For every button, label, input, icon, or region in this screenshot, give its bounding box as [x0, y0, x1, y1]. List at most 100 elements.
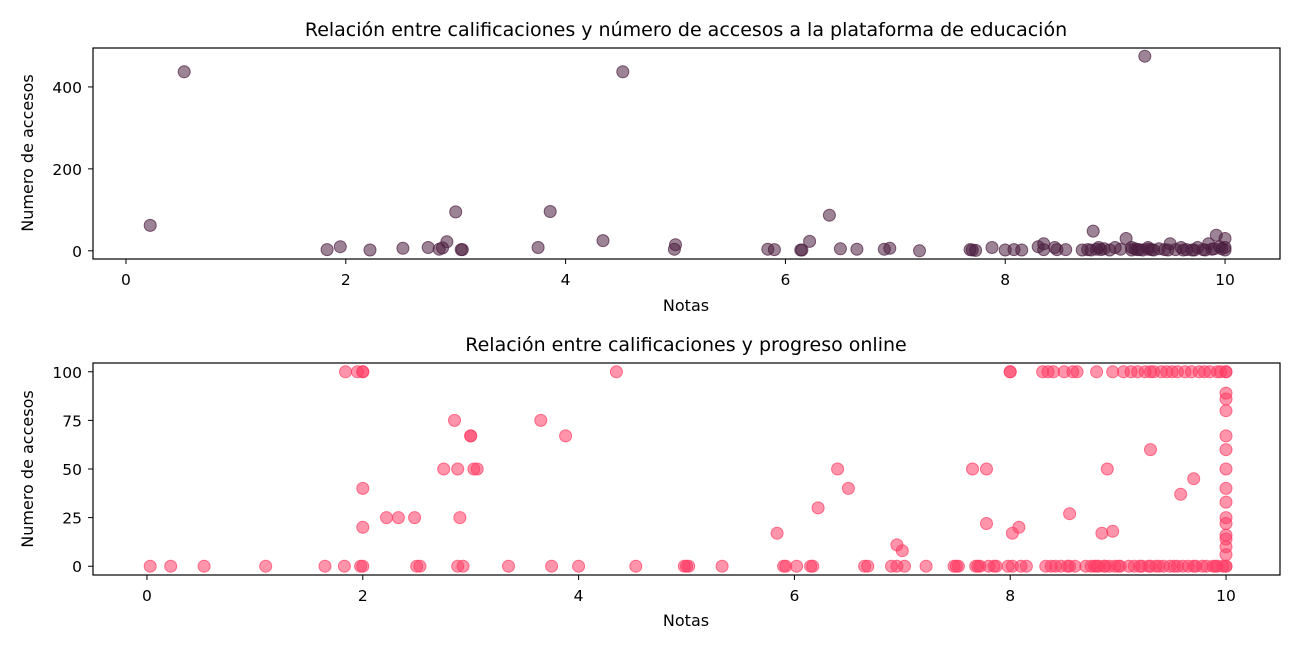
data-point: [616, 65, 630, 79]
data-point: [1219, 462, 1233, 476]
data-point: [356, 520, 370, 534]
data-point: [1219, 404, 1233, 418]
data-point: [1219, 443, 1233, 457]
y-tick-label: 50: [62, 461, 82, 479]
data-point: [451, 462, 465, 476]
data-point: [806, 559, 820, 573]
data-point: [822, 208, 836, 222]
data-point: [980, 462, 993, 476]
y-tick-label: 0: [72, 558, 82, 576]
data-point: [682, 559, 696, 573]
data-point: [1012, 520, 1026, 534]
data-point: [1095, 526, 1109, 540]
data-point: [1015, 243, 1029, 257]
data-point: [1138, 49, 1152, 63]
data-point: [545, 559, 559, 573]
data-point: [715, 559, 729, 573]
y-tick-label: 200: [52, 161, 82, 179]
data-point: [1090, 365, 1104, 379]
data-point: [1070, 365, 1084, 379]
data-point: [455, 243, 469, 257]
data-point: [502, 559, 515, 573]
x-tick-label: 0: [142, 587, 152, 605]
data-point: [803, 234, 817, 248]
data-point: [318, 559, 332, 573]
data-point: [669, 238, 682, 252]
data-point: [969, 243, 983, 257]
data-point: [421, 241, 435, 254]
data-point: [1219, 559, 1233, 573]
data-point: [989, 559, 1003, 573]
data-point: [437, 462, 451, 476]
data-point: [456, 559, 470, 573]
plot-frame: [92, 47, 1281, 260]
data-point: [898, 559, 911, 573]
data-point: [790, 559, 804, 573]
data-point: [1219, 532, 1233, 546]
data-point: [531, 241, 545, 254]
x-axis-ticks: 0 2 4 6 8 10: [142, 575, 1236, 605]
data-point: [453, 511, 467, 525]
data-point: [795, 243, 809, 257]
data-point: [1187, 472, 1201, 486]
data-point: [779, 559, 793, 573]
data-point: [609, 365, 623, 379]
x-tick-label: 6: [780, 271, 790, 289]
chart-title: Relación entre calificaciones y progreso…: [465, 334, 906, 356]
data-point: [363, 243, 377, 257]
data-point: [534, 413, 548, 427]
x-tick-label: 10: [1216, 587, 1236, 605]
y-tick-label: 400: [52, 79, 82, 97]
data-point: [356, 559, 370, 573]
x-tick-label: 6: [789, 587, 799, 605]
y-axis-ticks: 0 25 50 75 100: [52, 364, 93, 576]
data-point: [913, 244, 926, 258]
data-point: [1086, 224, 1100, 238]
y-tick-label: 0: [72, 243, 82, 261]
data-point: [919, 559, 933, 573]
data-point: [448, 413, 461, 427]
data-point: [1019, 559, 1033, 573]
y-axis-label: Numero de accesos: [18, 74, 37, 231]
data-point: [629, 559, 643, 573]
data-point: [164, 559, 178, 573]
data-point: [1106, 524, 1120, 538]
data-point: [1063, 507, 1077, 521]
x-tick-label: 10: [1215, 271, 1235, 289]
data-point: [1174, 487, 1188, 501]
data-point: [333, 240, 347, 254]
progress-scatter-chart: Relación entre calificaciones y progreso…: [18, 334, 1281, 630]
data-point: [1219, 429, 1233, 443]
data-point: [197, 559, 211, 573]
data-point: [895, 544, 909, 558]
x-tick-label: 2: [341, 271, 351, 289]
data-point: [449, 205, 463, 219]
data-point: [883, 241, 897, 255]
y-tick-label: 25: [62, 510, 82, 528]
y-axis-ticks: 0 200 400: [52, 79, 93, 261]
x-axis-label: Notas: [663, 296, 709, 315]
data-point: [440, 235, 454, 249]
accesses-scatter-chart: Relación entre calificaciones y número d…: [18, 19, 1281, 315]
data-point: [356, 365, 370, 379]
x-tick-label: 4: [574, 587, 584, 605]
data-point: [596, 234, 610, 248]
data-point: [143, 559, 157, 573]
data-point: [1037, 237, 1051, 251]
x-axis-ticks: 0 2 4 6 8 10: [121, 259, 1235, 289]
data-point: [811, 501, 825, 515]
x-axis-label: Notas: [663, 611, 709, 630]
data-point: [543, 205, 557, 218]
data-point: [470, 462, 484, 476]
data-point: [337, 559, 351, 573]
data-point: [143, 218, 157, 232]
data-point: [980, 517, 993, 530]
data-points: [143, 49, 1232, 258]
data-point: [966, 462, 979, 476]
data-point: [408, 511, 422, 525]
data-point: [339, 365, 352, 379]
data-point: [1059, 243, 1073, 257]
x-tick-label: 8: [1000, 271, 1010, 289]
data-points: [143, 365, 1233, 573]
data-point: [1106, 365, 1120, 379]
